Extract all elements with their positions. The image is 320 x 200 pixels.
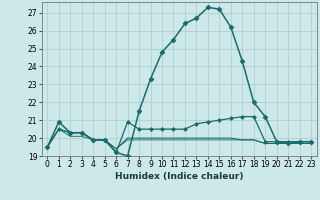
X-axis label: Humidex (Indice chaleur): Humidex (Indice chaleur) bbox=[115, 172, 244, 181]
